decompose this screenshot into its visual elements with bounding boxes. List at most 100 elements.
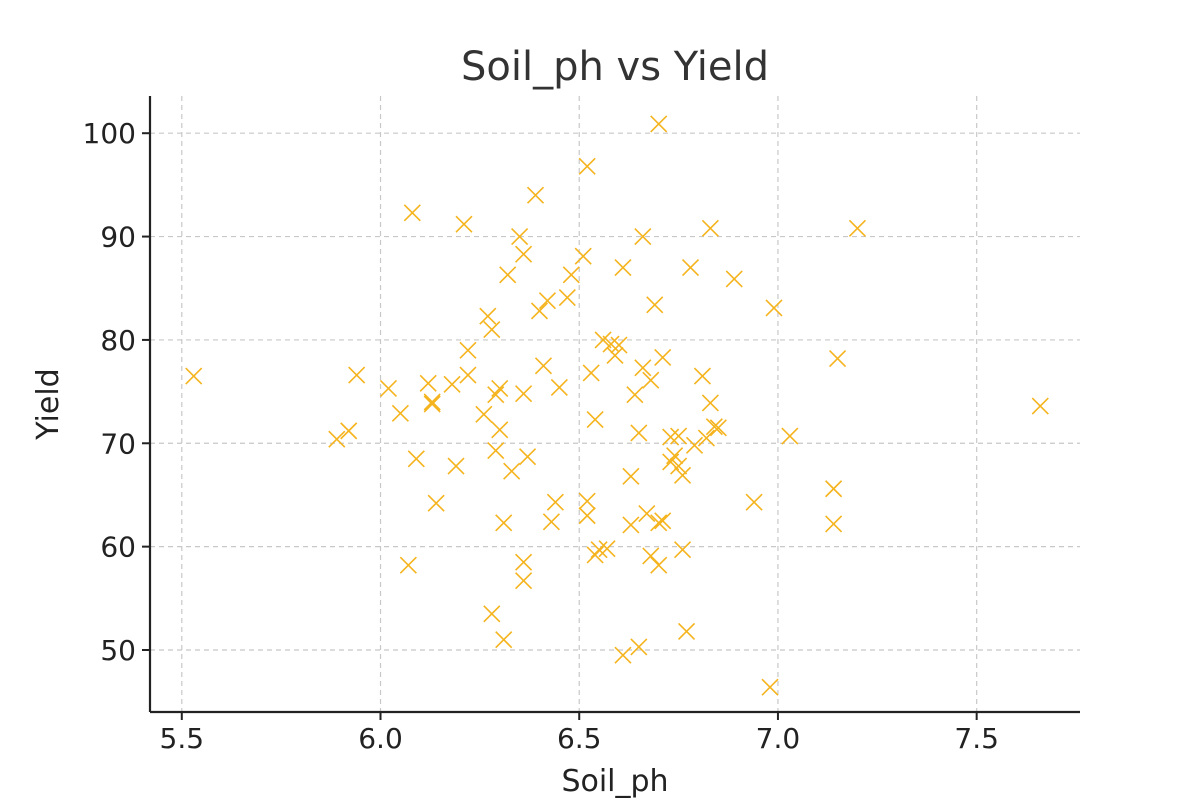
data-point [515, 245, 533, 263]
data-point [594, 331, 612, 349]
data-point [642, 371, 660, 389]
data-point [586, 410, 604, 429]
data-point [403, 204, 421, 222]
axes [148, 96, 1080, 714]
data-point [1031, 397, 1049, 415]
data-point [483, 605, 501, 623]
data-point [534, 357, 553, 375]
data-point [379, 379, 398, 398]
data-point [495, 514, 513, 532]
y-tick-label: 100 [83, 117, 136, 150]
data-point [582, 364, 600, 382]
data-point [391, 404, 409, 422]
data-point [697, 429, 715, 447]
data-point [538, 292, 557, 310]
data-point [650, 115, 668, 133]
data-point [622, 467, 640, 485]
x-tick-label: 7.0 [756, 722, 801, 755]
data-point [670, 457, 688, 475]
data-point [578, 507, 596, 525]
data-point [610, 336, 628, 354]
data-point [693, 367, 712, 385]
data-point [606, 346, 624, 364]
data-point [705, 418, 723, 436]
data-point [562, 266, 580, 284]
data-point [673, 466, 692, 484]
grid [150, 96, 1080, 712]
data-point [650, 556, 668, 574]
data-point [515, 553, 533, 571]
data-point [650, 514, 668, 532]
data-point [503, 462, 521, 480]
x-tick-label: 6.5 [557, 722, 602, 755]
data-point [586, 546, 604, 564]
x-axis-label: Soil_ph [561, 764, 668, 799]
data-point [578, 157, 596, 175]
data-point [459, 366, 477, 384]
data-point [578, 492, 596, 510]
data-point [630, 424, 648, 442]
data-point [530, 302, 549, 320]
data-point [709, 419, 727, 437]
data-point [558, 288, 576, 307]
data-point [515, 385, 533, 403]
data-point [677, 622, 696, 640]
data-point [685, 436, 704, 454]
data-point [825, 480, 843, 498]
data-point [518, 448, 537, 466]
data-point [701, 219, 719, 237]
data-point [423, 393, 441, 411]
data-point [598, 540, 616, 558]
data-point [475, 405, 493, 423]
y-tick-label: 60 [100, 531, 136, 564]
y-tick-label: 70 [100, 427, 136, 460]
data-point [602, 335, 620, 353]
data-points [185, 115, 1049, 696]
data-point [495, 631, 513, 649]
x-tick-label: 7.5 [954, 722, 999, 755]
data-point [511, 227, 529, 246]
data-point [185, 367, 203, 385]
data-point [515, 572, 533, 590]
x-tick-label: 5.5 [160, 722, 205, 755]
data-point [542, 513, 560, 531]
data-point [483, 321, 501, 339]
data-point [479, 307, 497, 325]
data-point [455, 215, 473, 233]
data-point [670, 427, 688, 445]
data-point [574, 247, 592, 265]
data-point [423, 395, 441, 413]
data-point [614, 646, 632, 664]
data-point [781, 427, 799, 445]
data-point [662, 428, 680, 446]
data-point [328, 430, 346, 448]
data-point [638, 504, 656, 523]
data-point [546, 493, 564, 511]
data-point [614, 259, 632, 277]
data-point [848, 219, 867, 237]
data-point [348, 366, 366, 384]
data-point [491, 421, 509, 439]
data-point [550, 378, 568, 397]
chart-title: Soil_ph vs Yield [461, 44, 769, 90]
data-point [419, 374, 437, 392]
data-point [673, 541, 692, 559]
data-point [626, 386, 644, 404]
data-point [654, 348, 672, 367]
data-point [634, 227, 652, 246]
data-point [590, 541, 608, 559]
y-tick-label: 80 [100, 324, 136, 357]
data-point [630, 638, 648, 656]
data-point [399, 556, 417, 574]
data-point [427, 494, 445, 512]
data-point [666, 447, 684, 465]
y-axis-label: Yield [31, 368, 66, 440]
data-point [642, 547, 660, 565]
data-point [491, 379, 509, 398]
data-point [761, 678, 779, 696]
x-tick-label: 6.0 [358, 722, 403, 755]
data-point [459, 341, 477, 359]
data-point [499, 266, 517, 284]
y-tick-label: 50 [100, 634, 136, 667]
